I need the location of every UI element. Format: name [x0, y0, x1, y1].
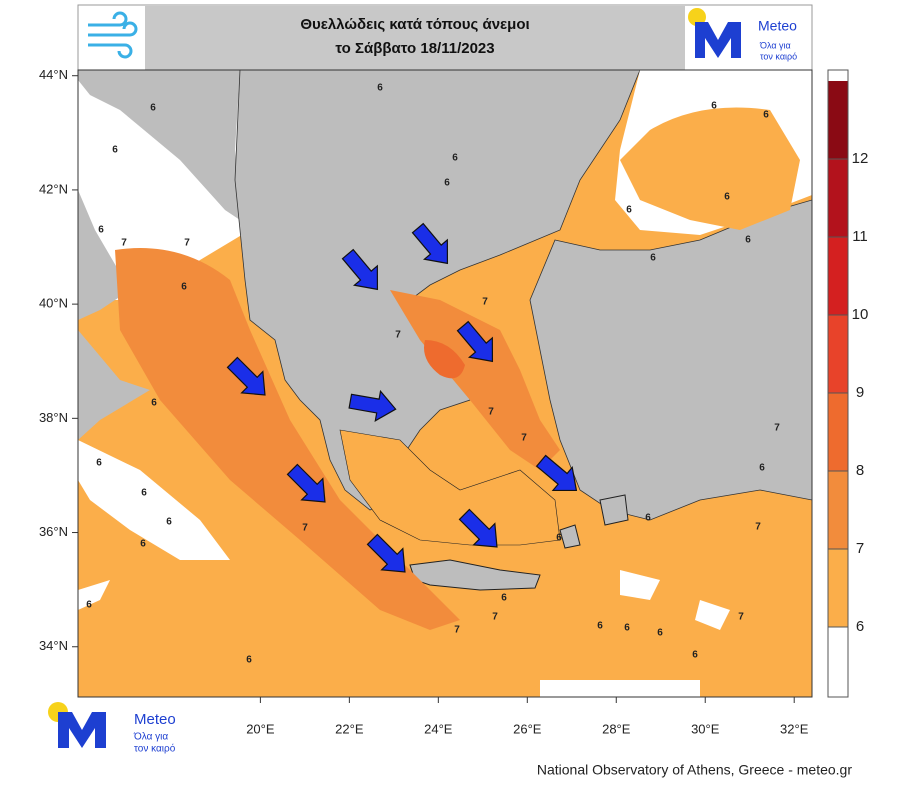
colorbar-frame	[827, 69, 849, 698]
contour-label: 6	[140, 539, 146, 550]
y-tick-label: 44°N	[39, 67, 68, 82]
wind-icon	[88, 11, 138, 59]
contour-label: 6	[452, 153, 458, 164]
contour-label: 6	[377, 83, 383, 94]
logo-name: Meteo	[134, 711, 176, 728]
y-tick-label: 40°N	[39, 296, 68, 311]
contour-label: 6	[692, 650, 698, 661]
contour-label: 6	[711, 101, 717, 112]
colorbar-label: 8	[856, 462, 864, 479]
contour-label: 7	[755, 522, 761, 533]
colorbar-label: 7	[856, 540, 864, 557]
colorbar-band	[828, 237, 848, 315]
contour-label: 7	[184, 238, 190, 249]
contour-label: 6	[759, 463, 765, 474]
x-tick-label: 32°E	[780, 721, 809, 736]
contour-label: 7	[521, 433, 527, 444]
logo-tagline: τον καιρό	[760, 51, 797, 61]
x-tick-label: 20°E	[246, 721, 275, 736]
logo-tagline: τον καιρό	[134, 743, 176, 755]
logo-name: Meteo	[758, 18, 797, 34]
contour-label: 6	[150, 103, 156, 114]
contour-label: 6	[166, 517, 172, 528]
y-tick-label: 42°N	[39, 181, 68, 196]
contour-label: 6	[444, 178, 450, 189]
contour-label: 6	[597, 621, 603, 632]
colorbar-band	[828, 81, 848, 159]
contour-label: 7	[774, 423, 780, 434]
contour-label: 6	[626, 205, 632, 216]
contour-label: 6	[141, 488, 147, 499]
logo-tagline: Όλα για	[759, 40, 791, 50]
title-box	[145, 6, 685, 70]
colorbar-label: 12	[852, 150, 869, 167]
y-tick-label: 36°N	[39, 524, 68, 539]
x-tick-label: 26°E	[513, 721, 542, 736]
y-tick-label: 34°N	[39, 638, 68, 653]
contour-label: 6	[763, 110, 769, 121]
contour-label: 7	[121, 238, 127, 249]
colorbar-label: 9	[856, 384, 864, 401]
contour-label: 6	[745, 235, 751, 246]
contour-label: 7	[738, 612, 744, 623]
contour-label: 7	[488, 407, 494, 418]
x-tick-label: 28°E	[602, 721, 631, 736]
y-tick-label: 38°N	[39, 410, 68, 425]
map-frame	[77, 69, 813, 698]
colorbar-band	[828, 315, 848, 393]
contour-label: 6	[556, 533, 562, 544]
map	[78, 70, 812, 697]
contour-label: 7	[492, 612, 498, 623]
footer: National Observatory of Athens, Greece -…	[537, 762, 852, 778]
contour-label: 6	[246, 655, 252, 666]
contour-label: 6	[650, 253, 656, 264]
contour-label: 6	[151, 398, 157, 409]
colorbar-band	[828, 159, 848, 237]
contour-label: 6	[96, 458, 102, 469]
colorbar-below	[828, 627, 848, 697]
colorbar-label: 6	[856, 618, 864, 635]
contour-label: 6	[645, 513, 651, 524]
contour-label: 6	[86, 600, 92, 611]
logo-tagline: Όλα για	[133, 732, 168, 743]
contour-label: 7	[395, 330, 401, 341]
contour-label: 6	[724, 192, 730, 203]
contour-label: 7	[454, 625, 460, 636]
contour-label: 7	[482, 297, 488, 308]
title-line2: το Σάββατο 18/11/2023	[335, 40, 494, 57]
contour-label: 6	[501, 593, 507, 604]
contour-label: 6	[181, 282, 187, 293]
logo-bottom: Meteo Όλα για τον καιρό	[48, 702, 176, 755]
x-tick-label: 24°E	[424, 721, 453, 736]
x-tick-label: 22°E	[335, 721, 364, 736]
contour-label: 6	[657, 628, 663, 639]
x-tick-label: 30°E	[691, 721, 720, 736]
contour-label: 6	[624, 623, 630, 634]
contour-label: 6	[98, 225, 104, 236]
colorbar-band	[828, 393, 848, 471]
colorbar-band	[828, 549, 848, 627]
wind-arrows	[226, 222, 578, 573]
logo-top: Meteo Όλα για τον καιρό	[688, 8, 797, 61]
title-line1: Θυελλώδεις κατά τόπους άνεμοι	[300, 16, 529, 33]
colorbar-label: 11	[852, 228, 868, 245]
colorbar-band	[828, 471, 848, 549]
colorbar-label: 10	[852, 306, 869, 323]
contour-label: 7	[302, 523, 308, 534]
contour-label: 6	[112, 145, 118, 156]
